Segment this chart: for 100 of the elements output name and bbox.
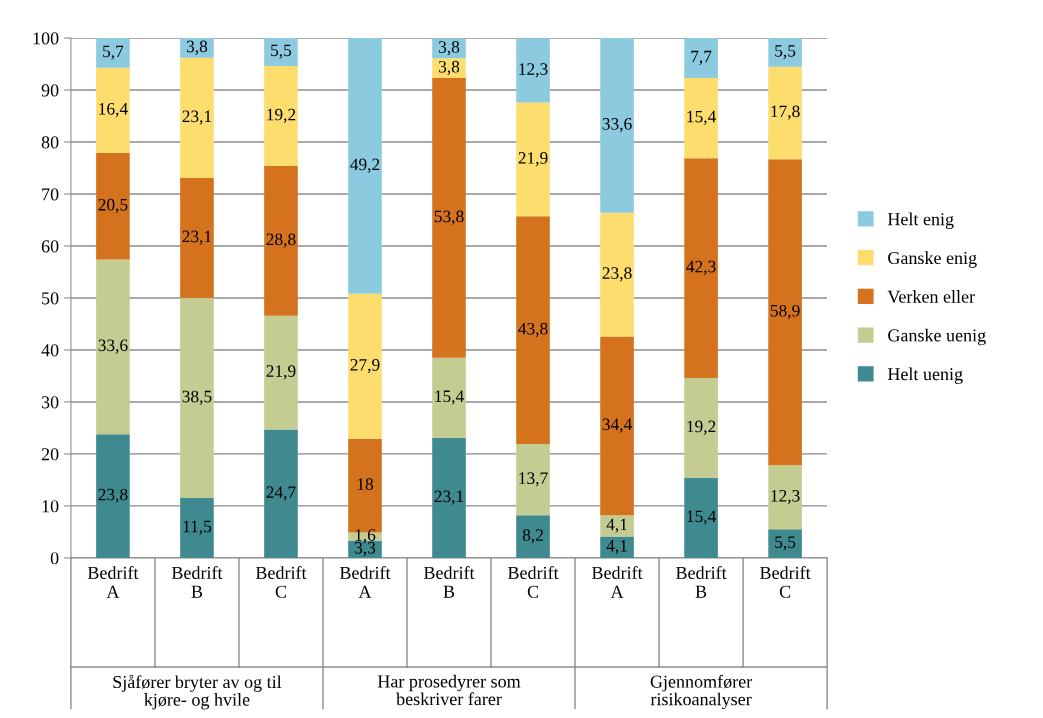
bar xyxy=(432,78,466,358)
data-label: 4,1 xyxy=(606,539,627,555)
bar xyxy=(432,357,466,438)
data-label: 1,6 xyxy=(355,529,376,544)
bar xyxy=(96,152,130,260)
bar xyxy=(768,38,802,67)
data-label: 58,9 xyxy=(770,304,800,320)
data-label: 12,3 xyxy=(771,490,800,505)
data-label: 15,4 xyxy=(435,390,464,405)
data-label: 15,4 xyxy=(687,510,716,525)
legend-label: Verken eller xyxy=(887,290,975,303)
bar xyxy=(264,165,298,316)
bar xyxy=(264,315,298,430)
data-label: 38,5 xyxy=(182,390,212,405)
data-label: 23,8 xyxy=(98,488,128,503)
bar xyxy=(516,38,550,103)
data-label: 5,5 xyxy=(775,536,796,551)
data-label: 5,5 xyxy=(775,45,796,60)
x-tick-label: Bedrift B xyxy=(676,566,727,598)
bar xyxy=(516,515,550,558)
data-label: 53,8 xyxy=(434,210,464,225)
data-label: 12,3 xyxy=(519,63,548,78)
data-label: 33,6 xyxy=(98,339,128,354)
data-label: 23,8 xyxy=(602,267,632,282)
x-tick-label: Bedrift C xyxy=(760,566,811,598)
bar xyxy=(348,38,382,294)
bar xyxy=(684,78,718,159)
x-tick-label: Bedrift A xyxy=(592,566,643,598)
bar xyxy=(264,38,298,67)
data-label: 23,1 xyxy=(182,110,212,125)
data-label: 20,5 xyxy=(98,198,128,214)
data-label: 8,2 xyxy=(522,529,543,544)
bar xyxy=(432,58,466,79)
data-label: 49,2 xyxy=(350,158,380,173)
bar xyxy=(180,38,214,58)
data-label: 3,8 xyxy=(438,41,460,56)
data-label: 19,2 xyxy=(687,420,716,435)
bar xyxy=(600,536,634,558)
data-label: 23,1 xyxy=(434,490,464,505)
legend-label: Ganske uenig xyxy=(888,328,986,346)
data-label: 13,7 xyxy=(519,472,548,487)
data-label: 15,4 xyxy=(687,110,716,125)
data-label: 3,3 xyxy=(354,541,376,557)
bar xyxy=(180,57,214,178)
bar xyxy=(600,515,634,537)
bar xyxy=(768,66,802,160)
data-label: 21,9 xyxy=(518,152,548,167)
bar xyxy=(684,38,718,79)
data-label: 43,8 xyxy=(518,322,548,338)
bar xyxy=(684,477,718,558)
bar xyxy=(600,212,634,337)
bar xyxy=(768,529,802,558)
legend-label: Helt uenig xyxy=(887,367,963,384)
data-label: 7,7 xyxy=(691,50,712,65)
data-label: 17,8 xyxy=(771,105,800,120)
bar xyxy=(96,259,130,435)
text: Sjåfører bryter av og til kjøre- og hvile xyxy=(113,674,282,710)
legend-label: Ganske enig xyxy=(888,251,977,268)
data-label: 3,8 xyxy=(438,60,460,76)
data-label: 11,5 xyxy=(183,520,212,535)
bar xyxy=(264,429,298,558)
data-label: 4,1 xyxy=(606,518,627,533)
bar xyxy=(600,38,634,213)
data-label: 23,1 xyxy=(182,230,212,245)
data-label: 21,9 xyxy=(266,365,296,380)
data-label: 16,4 xyxy=(99,102,128,118)
y-tick-label: 60 xyxy=(41,240,59,253)
bar xyxy=(684,378,718,478)
bar xyxy=(180,297,214,499)
data-label: 5,5 xyxy=(271,44,292,59)
bar xyxy=(768,159,802,466)
y-tick-label: 10 xyxy=(42,500,59,513)
bar xyxy=(180,177,214,298)
data-label: 33,6 xyxy=(602,118,632,133)
bar xyxy=(96,38,130,68)
y-tick-label: 100 xyxy=(33,32,59,45)
bar xyxy=(180,498,214,558)
data-label: 42,3 xyxy=(686,260,716,275)
legend-label: Helt enig xyxy=(887,212,954,230)
y-tick-label: 40 xyxy=(41,344,59,357)
bar xyxy=(348,293,382,439)
bar xyxy=(768,465,802,530)
y-tick-label: 0 xyxy=(50,552,59,565)
y-tick-label: 30 xyxy=(41,396,59,409)
text: Gjennomfører risikoanalyser xyxy=(650,674,753,710)
x-tick-label: Bedrift B xyxy=(423,566,475,598)
x-tick-label: Bedrift A xyxy=(339,566,391,598)
bar xyxy=(264,66,298,166)
data-label: 3,8 xyxy=(186,40,208,55)
data-label: 28,8 xyxy=(266,233,296,248)
data-label: 27,9 xyxy=(350,359,380,374)
bar xyxy=(516,102,550,217)
data-label: 18 xyxy=(357,478,374,490)
bar xyxy=(96,67,130,153)
data-label: 34,4 xyxy=(602,418,632,433)
y-tick-label: 50 xyxy=(42,292,59,305)
y-tick-label: 70 xyxy=(42,188,59,201)
x-tick-label: Bedrift C xyxy=(507,566,559,598)
x-tick-label: Bedrift C xyxy=(255,566,307,598)
y-tick-label: 80 xyxy=(41,136,59,149)
